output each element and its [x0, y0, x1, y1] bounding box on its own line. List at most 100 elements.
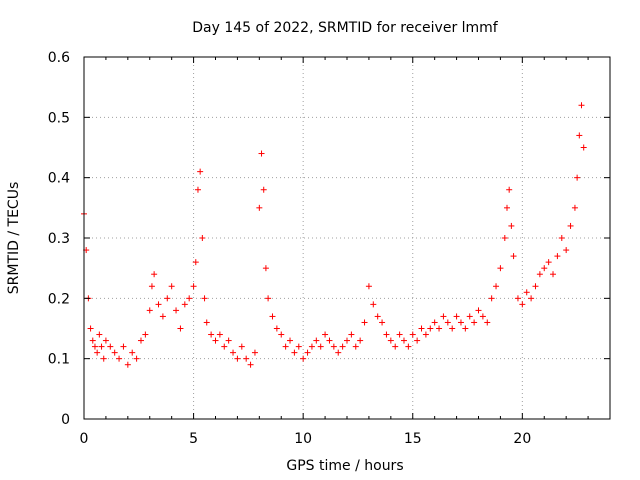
data-point: [558, 235, 565, 241]
data-point: [348, 331, 355, 338]
data-point: [405, 343, 412, 350]
data-point: [243, 355, 250, 362]
data-point: [173, 307, 180, 314]
data-point: [387, 337, 394, 344]
data-point: [330, 343, 337, 350]
data-point: [212, 337, 219, 344]
data-point: [574, 174, 581, 181]
data-point: [374, 313, 381, 320]
data-point: [466, 313, 473, 320]
data-point: [190, 283, 197, 290]
data-point: [164, 295, 171, 302]
data-point: [256, 204, 263, 211]
data-point: [554, 253, 561, 260]
data-point: [453, 313, 460, 320]
plot-border: [83, 56, 611, 420]
y-tick-label: 0.4: [48, 171, 70, 187]
data-point: [124, 361, 131, 368]
data-point: [265, 295, 272, 302]
data-point: [201, 295, 208, 302]
data-point: [444, 319, 451, 326]
data-point: [155, 301, 162, 308]
data-point: [550, 271, 557, 278]
data-point: [352, 343, 359, 350]
y-axis-title: SRMTID / TECUs: [6, 182, 22, 295]
data-point: [258, 150, 265, 157]
data-point: [91, 343, 98, 350]
x-tick-label: 0: [80, 431, 89, 447]
data-point: [414, 337, 421, 344]
data-points: [81, 102, 587, 368]
data-point: [197, 168, 204, 175]
data-point: [361, 319, 368, 326]
x-tick-label: 10: [294, 431, 312, 447]
chart-title: Day 145 of 2022, SRMTID for receiver lmm…: [192, 20, 499, 36]
data-point: [151, 271, 158, 278]
data-point: [479, 313, 486, 320]
data-point: [322, 331, 329, 338]
data-point: [576, 132, 583, 139]
data-point: [295, 343, 302, 350]
y-tick-label: 0.3: [48, 231, 70, 247]
data-point: [365, 283, 372, 290]
data-point: [208, 331, 215, 338]
data-point: [532, 283, 539, 290]
data-point: [523, 289, 530, 296]
data-point: [194, 186, 201, 193]
data-point: [501, 235, 508, 241]
data-point: [484, 319, 491, 326]
data-point: [580, 144, 587, 151]
data-point: [238, 343, 245, 350]
x-tick-label: 15: [404, 431, 422, 447]
data-point: [216, 331, 223, 338]
data-point: [100, 355, 107, 362]
data-point: [146, 307, 153, 314]
y-tick-label: 0.6: [48, 50, 70, 66]
grid: [84, 57, 610, 419]
data-point: [96, 331, 103, 338]
y-tick-label: 0: [61, 412, 70, 428]
data-point: [510, 253, 517, 260]
data-point: [508, 222, 515, 229]
x-tick-label: 20: [513, 431, 531, 447]
data-point: [431, 319, 438, 326]
data-point: [379, 319, 386, 326]
data-point: [116, 355, 123, 362]
data-point: [436, 325, 443, 332]
data-point: [528, 295, 535, 302]
data-point: [159, 313, 166, 320]
data-point: [199, 235, 206, 241]
y-tick-label: 0.1: [48, 352, 70, 368]
data-point: [457, 319, 464, 326]
data-point: [335, 349, 342, 356]
y-tick-label: 0.5: [48, 110, 70, 126]
data-point: [488, 295, 495, 302]
data-point: [148, 283, 155, 290]
data-point: [357, 337, 364, 344]
data-point: [94, 349, 101, 356]
data-point: [400, 337, 407, 344]
data-point: [247, 361, 254, 368]
data-point: [133, 355, 140, 362]
data-point: [536, 271, 543, 278]
data-point: [137, 337, 144, 344]
data-point: [383, 331, 390, 338]
data-point: [571, 204, 578, 211]
data-point: [98, 343, 105, 350]
data-point: [192, 259, 199, 266]
data-point: [262, 265, 269, 272]
axis-ticks: [83, 56, 610, 420]
data-point: [282, 343, 289, 350]
data-point: [89, 337, 96, 344]
data-point: [291, 349, 298, 356]
data-point: [273, 325, 280, 332]
data-point: [186, 295, 193, 302]
data-point: [506, 186, 513, 193]
data-point: [567, 222, 574, 229]
data-point: [503, 204, 510, 211]
data-point: [578, 102, 585, 109]
data-point: [120, 343, 127, 350]
data-point: [260, 186, 267, 193]
data-point: [168, 283, 175, 290]
